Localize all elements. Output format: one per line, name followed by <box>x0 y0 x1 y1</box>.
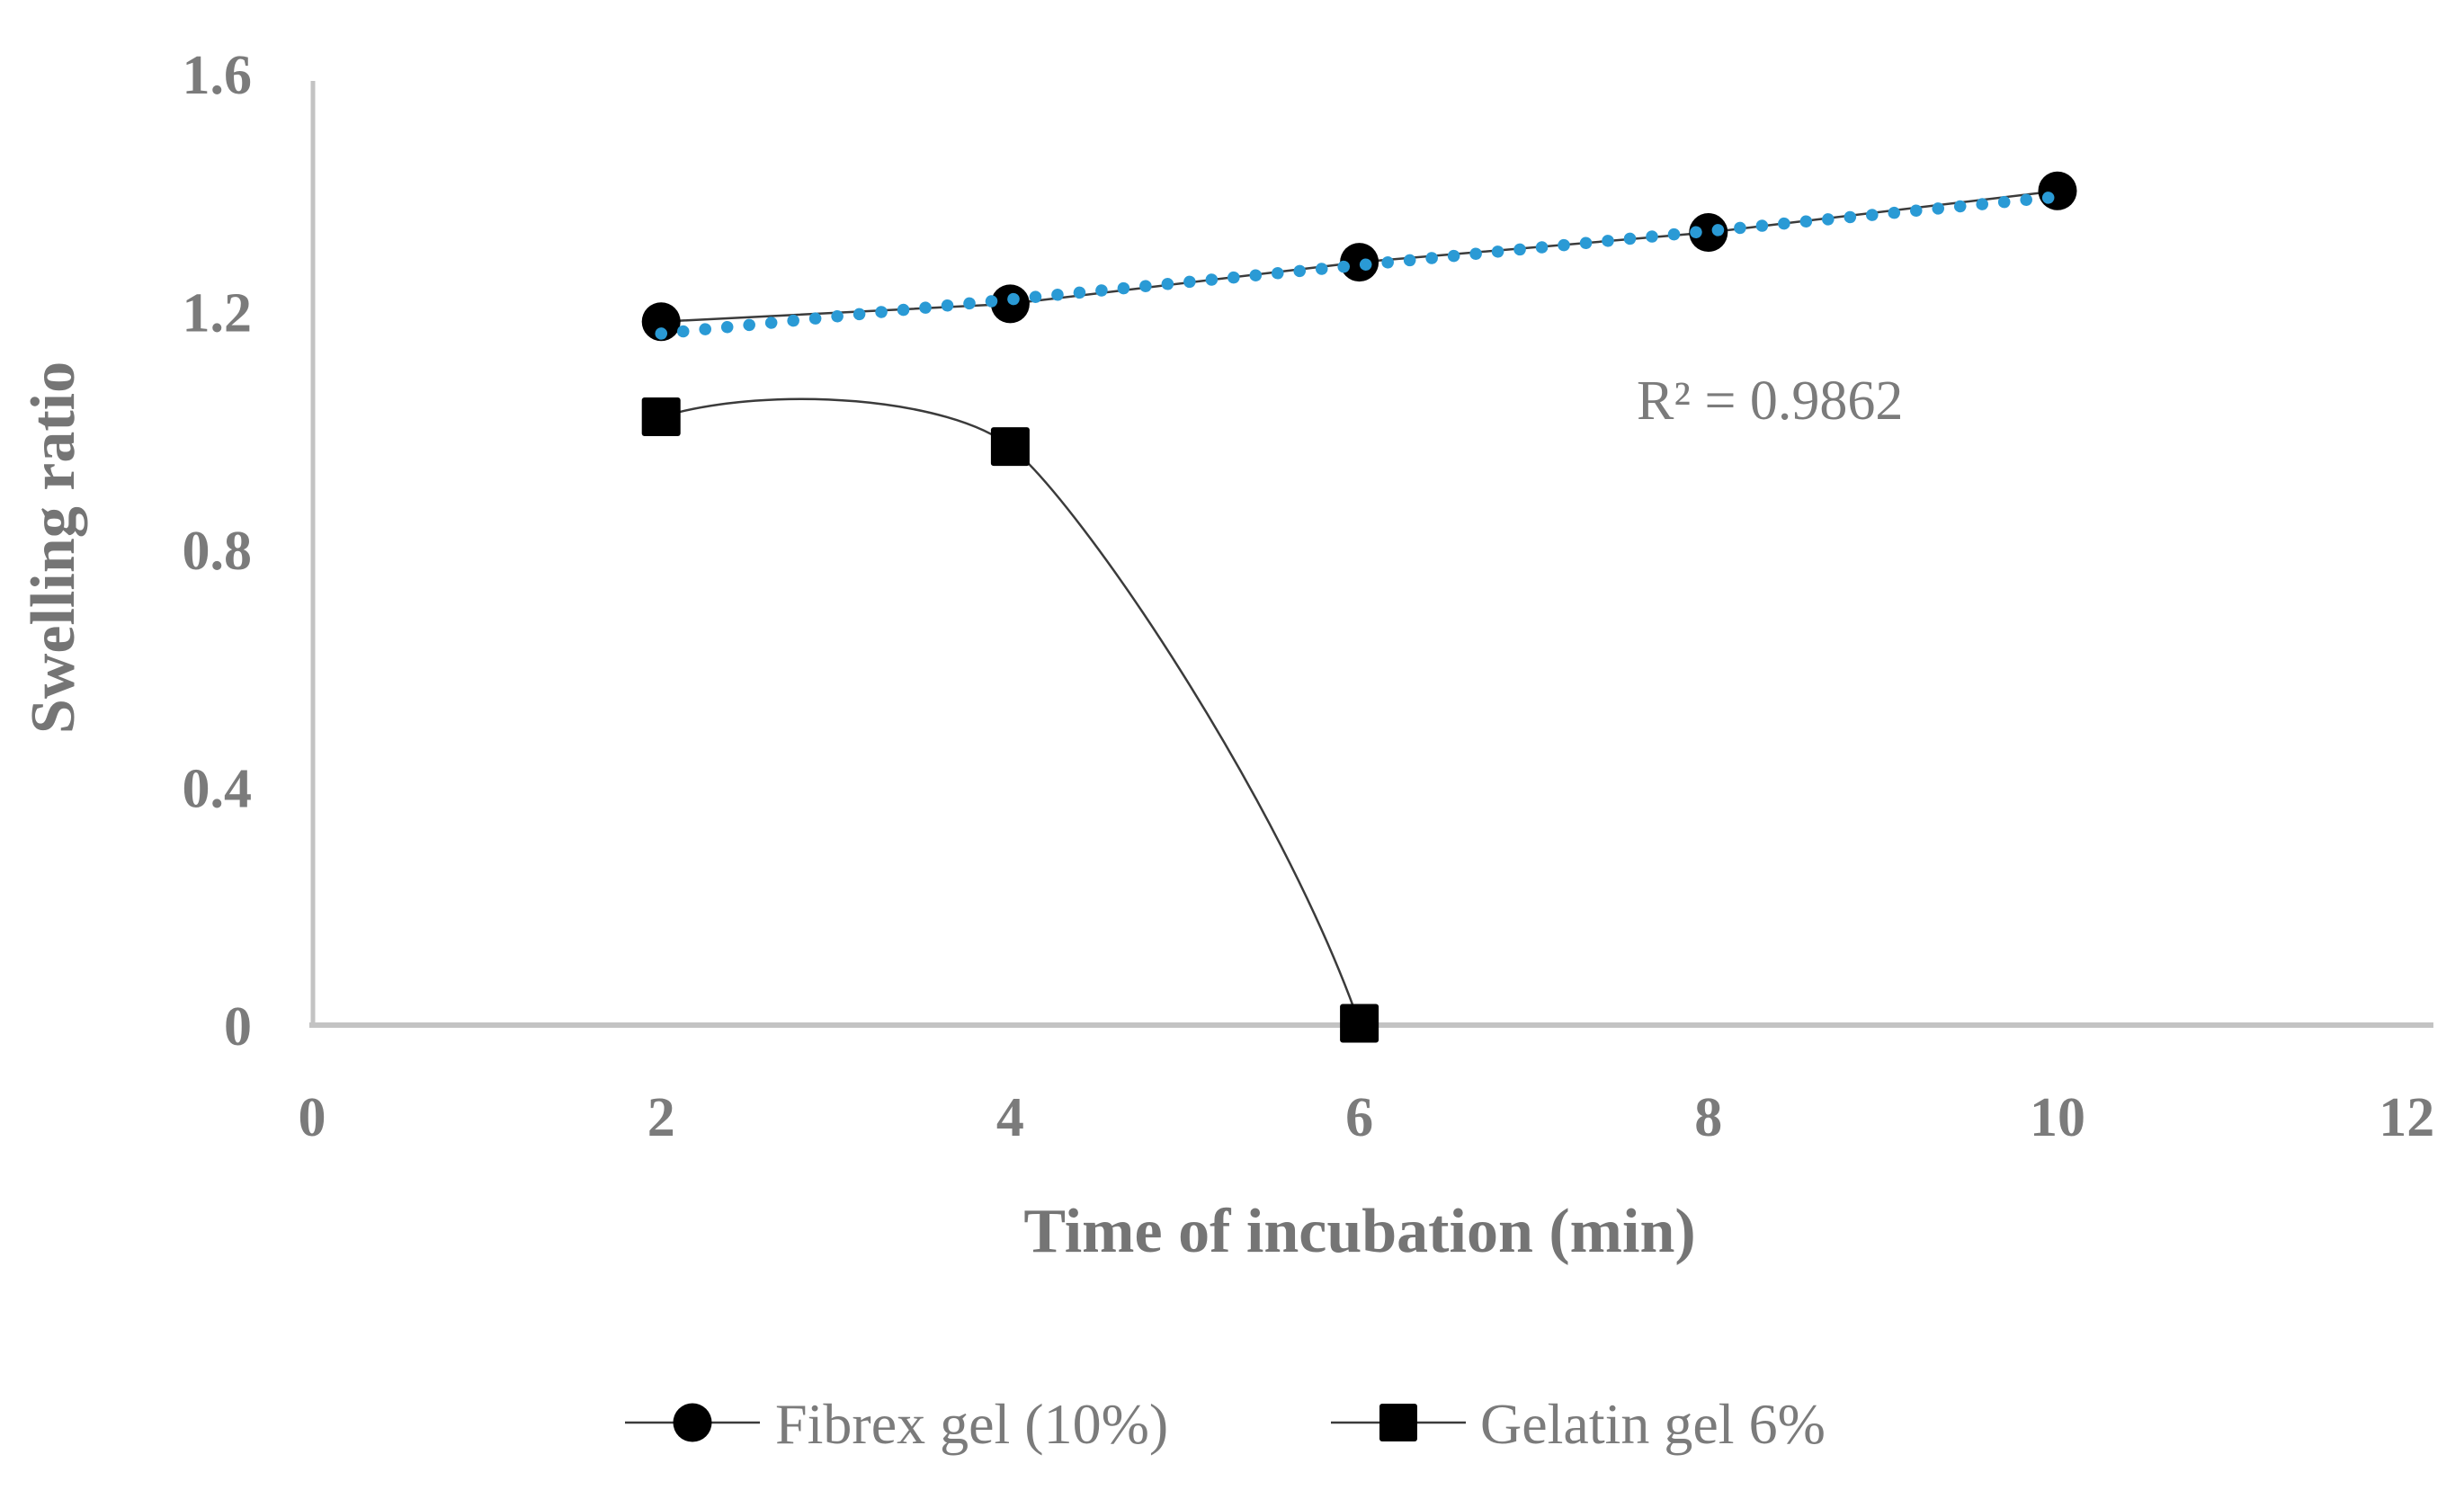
x-tick-label: 12 <box>2379 1087 2434 1148</box>
x-tick-label: 4 <box>996 1087 1024 1148</box>
x-tick-label: 2 <box>647 1087 675 1148</box>
legend-label-fibrex: Fibrex gel (10%) <box>775 1392 1168 1456</box>
legend-item-fibrex: Fibrex gel (10%) <box>625 1392 1168 1456</box>
x-axis-title: Time of incubation (min) <box>1023 1197 1695 1266</box>
x-tick-label: 10 <box>2030 1087 2085 1148</box>
y-tick-label: 0 <box>224 996 252 1057</box>
y-tick-label: 1.6 <box>183 45 253 106</box>
y-axis-title: Swelling ratio <box>19 361 88 734</box>
fibrex-data-point <box>641 302 681 342</box>
gelatin-data-point <box>990 427 1030 467</box>
r-squared-label: R² = 0.9862 <box>1637 370 1903 432</box>
fibrex-data-point <box>1689 213 1728 253</box>
y-tick-label: 0.4 <box>183 759 253 820</box>
x-tick-label: 6 <box>1345 1087 1373 1148</box>
fibrex-data-point <box>1340 243 1379 282</box>
gelatin-data-point <box>1340 1004 1379 1043</box>
legend-label-gelatin: Gelatin gel 6% <box>1480 1392 1826 1456</box>
y-tick-label: 1.2 <box>183 283 253 344</box>
gelatin-series-line <box>660 397 1361 1024</box>
gelatin-data-point <box>641 397 681 437</box>
legend: Fibrex gel (10%) Gelatin gel 6% <box>625 1392 1826 1456</box>
legend-item-gelatin: Gelatin gel 6% <box>1331 1392 1826 1456</box>
plot-area: 0 0.4 0.8 1.2 1.6 0 2 4 6 8 10 12 <box>183 45 2435 1148</box>
y-tick-label: 0.8 <box>183 521 253 582</box>
legend-circle-marker-icon <box>673 1403 712 1442</box>
legend-square-marker-icon <box>1379 1404 1417 1441</box>
fibrex-data-point <box>2038 171 2077 210</box>
x-tick-label: 8 <box>1694 1087 1722 1148</box>
trendline-dotted <box>655 191 2064 340</box>
x-tick-label: 0 <box>299 1087 326 1148</box>
